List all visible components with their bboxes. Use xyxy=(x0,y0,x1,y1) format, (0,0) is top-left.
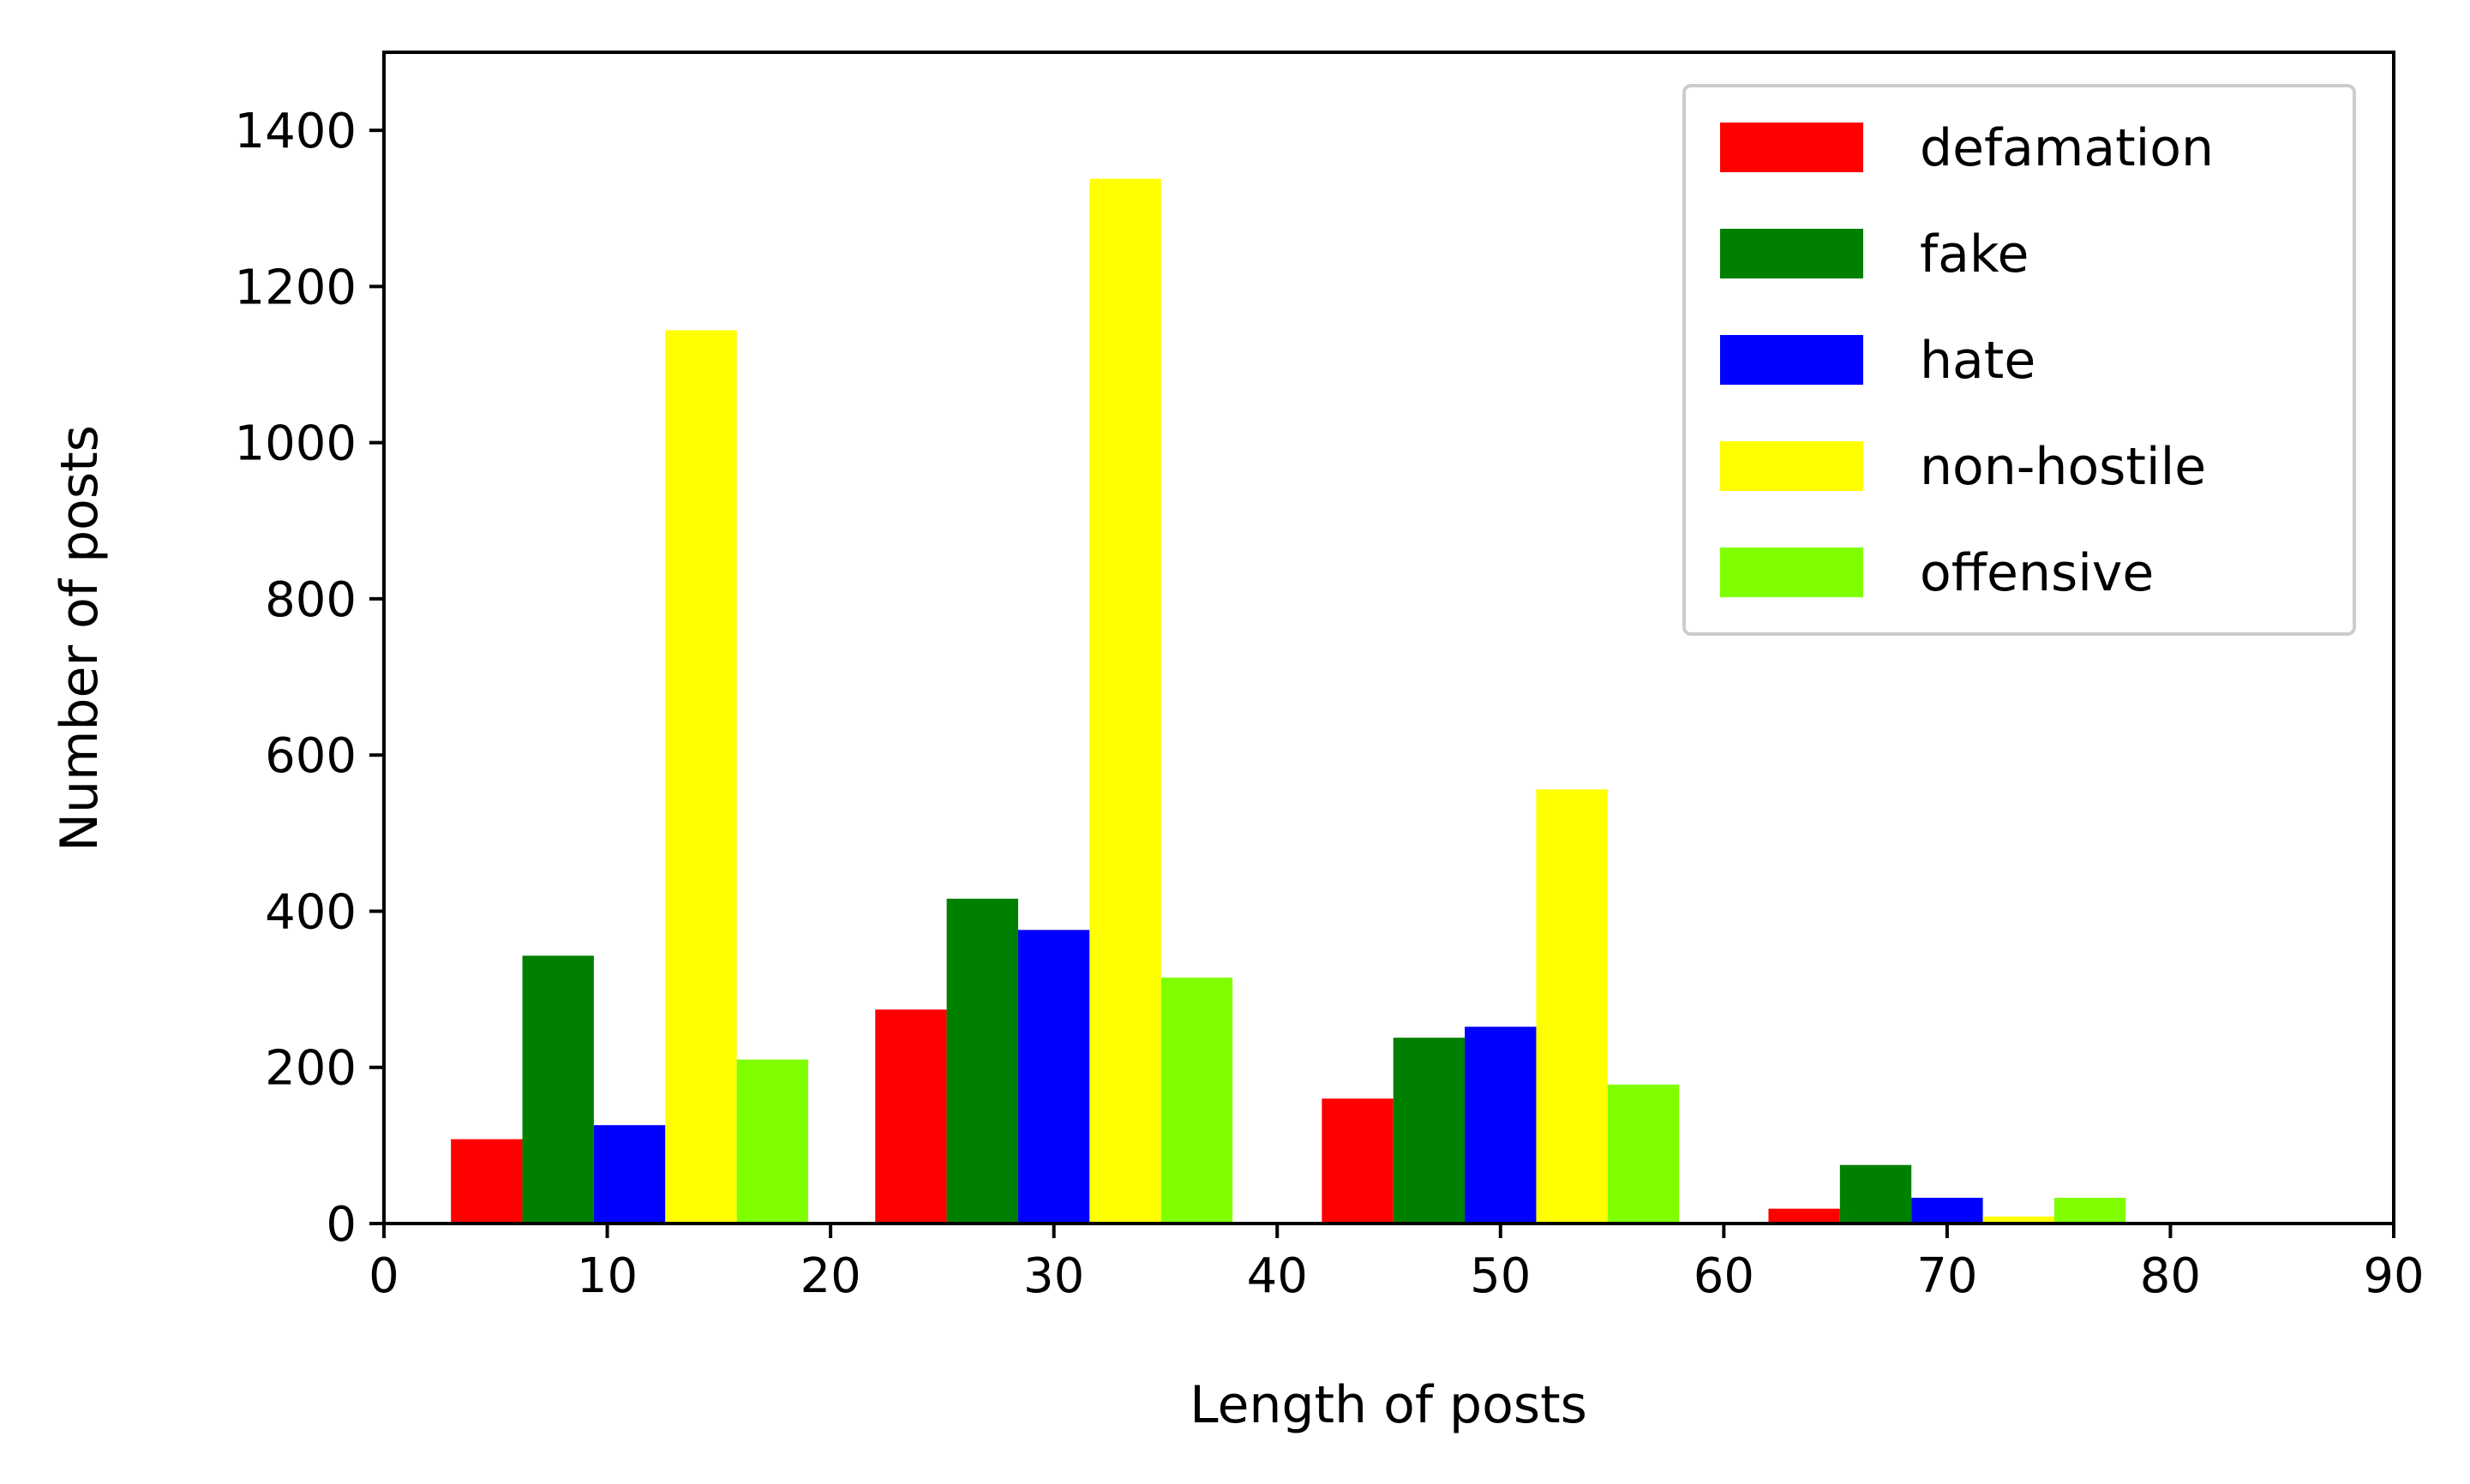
bar-non-hostile-bin-3 xyxy=(1536,789,1608,1224)
legend: defamation fake hate non-hostile offensive xyxy=(1682,84,2356,636)
bar-defamation-bin-1 xyxy=(451,1139,523,1224)
x-tick-label: 40 xyxy=(1247,1248,1308,1304)
x-axis-label: Length of posts xyxy=(1190,1375,1587,1435)
x-tick-label: 90 xyxy=(2363,1248,2424,1304)
bar-hate-bin-3 xyxy=(1465,1026,1537,1224)
legend-box xyxy=(1682,84,2356,636)
x-tick-label: 80 xyxy=(2140,1248,2201,1304)
x-tick-label: 10 xyxy=(577,1248,638,1304)
bar-group xyxy=(451,178,2126,1224)
y-tick-label: 1400 xyxy=(234,104,357,159)
y-tick-label: 0 xyxy=(326,1197,357,1253)
bar-offensive-bin-2 xyxy=(1160,977,1233,1224)
bar-hate-bin-4 xyxy=(1911,1197,1983,1224)
y-axis-label: Number of posts xyxy=(50,425,110,852)
bar-fake-bin-3 xyxy=(1393,1038,1466,1224)
x-tick-label: 0 xyxy=(369,1248,399,1304)
x-tick-label: 50 xyxy=(1470,1248,1531,1304)
y-tick-label: 1200 xyxy=(234,260,357,315)
bar-fake-bin-1 xyxy=(522,955,594,1224)
bar-hate-bin-2 xyxy=(1017,930,1090,1224)
y-tick-label: 600 xyxy=(265,728,357,784)
bar-defamation-bin-3 xyxy=(1322,1098,1394,1224)
y-tick-label: 400 xyxy=(265,884,357,940)
legend-label-non-hostile: non-hostile xyxy=(1920,437,2206,497)
bar-non-hostile-bin-2 xyxy=(1089,178,1161,1224)
bar-hate-bin-1 xyxy=(593,1125,666,1224)
bar-offensive-bin-1 xyxy=(736,1059,809,1224)
bar-offensive-bin-4 xyxy=(2053,1197,2126,1224)
y-tick-label: 200 xyxy=(265,1041,357,1097)
bar-fake-bin-4 xyxy=(1839,1164,1912,1224)
x-axis: 0 10 20 30 40 50 60 70 80 90 xyxy=(369,1224,2425,1304)
bar-defamation-bin-2 xyxy=(875,1009,947,1224)
legend-label-hate: hate xyxy=(1920,331,2035,391)
legend-swatch-offensive xyxy=(1720,548,1863,597)
legend-label-offensive: offensive xyxy=(1920,543,2154,603)
bar-non-hostile-bin-4 xyxy=(1982,1216,2054,1224)
legend-label-defamation: defamation xyxy=(1920,118,2214,178)
bar-defamation-bin-4 xyxy=(1768,1208,1840,1224)
bar-non-hostile-bin-1 xyxy=(665,330,737,1224)
plot-frame xyxy=(382,51,2395,1225)
bar-offensive-bin-3 xyxy=(1607,1084,1680,1224)
x-tick-label: 30 xyxy=(1023,1248,1084,1304)
legend-swatch-fake xyxy=(1720,229,1863,278)
x-tick-label: 60 xyxy=(1694,1248,1754,1304)
y-tick-label: 1000 xyxy=(234,416,357,472)
y-tick-label: 800 xyxy=(265,572,357,628)
x-tick-label: 20 xyxy=(800,1248,860,1304)
y-axis: 0 200 400 600 800 1000 1200 1400 xyxy=(234,104,384,1253)
legend-swatch-hate xyxy=(1720,335,1863,385)
bar-fake-bin-2 xyxy=(946,898,1018,1224)
legend-swatch-non-hostile xyxy=(1720,441,1863,491)
legend-label-fake: fake xyxy=(1920,224,2029,284)
x-tick-label: 70 xyxy=(1916,1248,1977,1304)
legend-swatch-defamation xyxy=(1720,123,1863,172)
